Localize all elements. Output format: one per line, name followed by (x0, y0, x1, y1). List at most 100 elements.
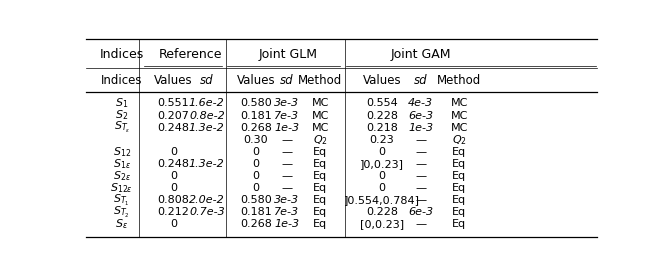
Text: Eq: Eq (452, 195, 466, 205)
Text: Eq: Eq (313, 147, 327, 157)
Text: 3e-3: 3e-3 (274, 98, 299, 108)
Text: Eq: Eq (313, 207, 327, 217)
Text: sd: sd (280, 74, 293, 87)
Text: $S_{T_2}$: $S_{T_2}$ (114, 205, 130, 220)
Text: 2.0e-2: 2.0e-2 (189, 195, 225, 205)
Text: 0.8e-2: 0.8e-2 (189, 111, 225, 121)
Text: 0: 0 (170, 220, 177, 230)
Text: $S_{1\varepsilon}$: $S_{1\varepsilon}$ (113, 157, 131, 171)
Text: 0.554: 0.554 (366, 98, 398, 108)
Text: Eq: Eq (452, 183, 466, 193)
Text: Eq: Eq (452, 147, 466, 157)
Text: 1e-3: 1e-3 (408, 123, 434, 133)
Text: —: — (281, 171, 292, 181)
Text: Eq: Eq (313, 183, 327, 193)
Text: Eq: Eq (452, 171, 466, 181)
Text: Indices: Indices (101, 74, 142, 87)
Text: 0.181: 0.181 (240, 207, 271, 217)
Text: 0.580: 0.580 (240, 98, 271, 108)
Text: —: — (415, 135, 426, 145)
Text: 0: 0 (252, 159, 259, 169)
Text: Values: Values (154, 74, 193, 87)
Text: $S_{T_\varepsilon}$: $S_{T_\varepsilon}$ (114, 120, 130, 135)
Text: MC: MC (311, 98, 329, 108)
Text: 0.207: 0.207 (158, 111, 190, 121)
Text: 0.212: 0.212 (158, 207, 190, 217)
Text: 6e-3: 6e-3 (408, 111, 434, 121)
Text: —: — (281, 159, 292, 169)
Text: $S_{2\varepsilon}$: $S_{2\varepsilon}$ (113, 169, 131, 183)
Text: $S_{12\varepsilon}$: $S_{12\varepsilon}$ (110, 181, 133, 195)
Text: 0: 0 (170, 171, 177, 181)
Text: 6e-3: 6e-3 (408, 207, 434, 217)
Text: $Q_2$: $Q_2$ (313, 133, 328, 147)
Text: 4e-3: 4e-3 (408, 98, 434, 108)
Text: 7e-3: 7e-3 (274, 111, 299, 121)
Text: 0: 0 (252, 171, 259, 181)
Text: 0.268: 0.268 (240, 220, 272, 230)
Text: Indices: Indices (100, 48, 144, 61)
Text: MC: MC (451, 123, 468, 133)
Text: Eq: Eq (313, 195, 327, 205)
Text: MC: MC (451, 98, 468, 108)
Text: Joint GAM: Joint GAM (390, 48, 451, 61)
Text: 0.551: 0.551 (158, 98, 189, 108)
Text: ]0,0.23]: ]0,0.23] (360, 159, 404, 169)
Text: 1e-3: 1e-3 (274, 123, 299, 133)
Text: 0.228: 0.228 (366, 111, 398, 121)
Text: 0: 0 (378, 171, 386, 181)
Text: 1.3e-2: 1.3e-2 (189, 159, 225, 169)
Text: 0: 0 (252, 183, 259, 193)
Text: $S_{T_1}$: $S_{T_1}$ (114, 193, 130, 208)
Text: 0: 0 (252, 147, 259, 157)
Text: —: — (415, 183, 426, 193)
Text: 0.181: 0.181 (240, 111, 271, 121)
Text: 1e-3: 1e-3 (274, 220, 299, 230)
Text: 0.7e-3: 0.7e-3 (189, 207, 225, 217)
Text: Eq: Eq (452, 220, 466, 230)
Text: MC: MC (311, 111, 329, 121)
Text: —: — (415, 147, 426, 157)
Text: —: — (281, 183, 292, 193)
Text: —: — (281, 147, 292, 157)
Text: 1.3e-2: 1.3e-2 (189, 123, 225, 133)
Text: 0.808: 0.808 (158, 195, 190, 205)
Text: Method: Method (437, 74, 481, 87)
Text: 0.228: 0.228 (366, 207, 398, 217)
Text: Method: Method (298, 74, 342, 87)
Text: sd: sd (200, 74, 213, 87)
Text: 0.580: 0.580 (240, 195, 271, 205)
Text: $S_\varepsilon$: $S_\varepsilon$ (115, 218, 128, 231)
Text: Joint GLM: Joint GLM (259, 48, 317, 61)
Text: Eq: Eq (313, 159, 327, 169)
Text: $S_{12}$: $S_{12}$ (112, 145, 131, 159)
Text: 0: 0 (170, 183, 177, 193)
Text: 0: 0 (170, 147, 177, 157)
Text: Eq: Eq (313, 220, 327, 230)
Text: Eq: Eq (452, 159, 466, 169)
Text: 0: 0 (378, 183, 386, 193)
Text: 1.6e-2: 1.6e-2 (189, 98, 225, 108)
Text: $S_1$: $S_1$ (115, 96, 128, 110)
Text: ]0.554,0.784]: ]0.554,0.784] (344, 195, 420, 205)
Text: MC: MC (311, 123, 329, 133)
Text: 0.30: 0.30 (243, 135, 268, 145)
Text: 3e-3: 3e-3 (274, 195, 299, 205)
Text: 0.23: 0.23 (370, 135, 394, 145)
Text: —: — (415, 171, 426, 181)
Text: —: — (415, 159, 426, 169)
Text: 0.248: 0.248 (158, 159, 190, 169)
Text: 0.218: 0.218 (366, 123, 398, 133)
Text: 0.268: 0.268 (240, 123, 272, 133)
Text: —: — (281, 135, 292, 145)
Text: 0.248: 0.248 (158, 123, 190, 133)
Text: 0: 0 (378, 147, 386, 157)
Text: 7e-3: 7e-3 (274, 207, 299, 217)
Text: $Q_2$: $Q_2$ (452, 133, 467, 147)
Text: Eq: Eq (313, 171, 327, 181)
Text: MC: MC (451, 111, 468, 121)
Text: Eq: Eq (452, 207, 466, 217)
Text: Reference: Reference (158, 48, 222, 61)
Text: sd: sd (414, 74, 428, 87)
Text: —: — (415, 195, 426, 205)
